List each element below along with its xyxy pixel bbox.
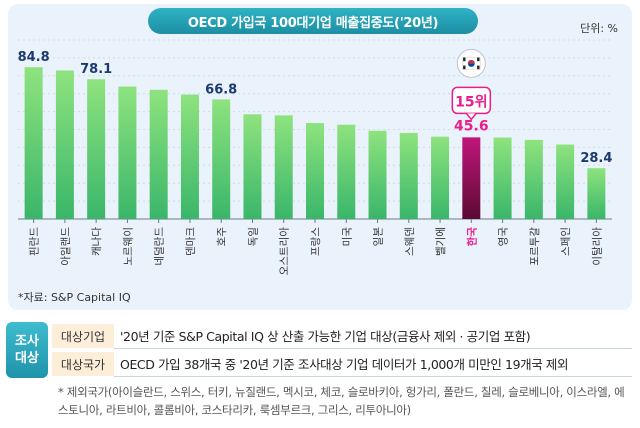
- bar-6: [212, 99, 231, 219]
- category-label: 아일랜드: [59, 227, 72, 266]
- category-label: 벨기에: [435, 227, 447, 256]
- bar-14: [462, 137, 481, 219]
- category-label: 이탈리아: [590, 227, 603, 266]
- source-note: *자료: S&P Capital IQ: [18, 291, 131, 304]
- bar-0: [24, 67, 43, 219]
- row-label-countries: 대상국가: [52, 352, 114, 376]
- bar-17: [556, 144, 575, 219]
- chart-title: OECD 가입국 100대기업 매출집중도('20년): [148, 8, 478, 34]
- bar-11: [368, 130, 387, 219]
- survey-box-line-1: 조사: [15, 334, 39, 349]
- data-label: 28.4: [580, 151, 612, 166]
- bar-3: [118, 86, 137, 219]
- row-label-companies: 대상기업: [52, 324, 114, 348]
- category-label: 미국: [341, 227, 353, 247]
- data-label: 78.1: [80, 62, 112, 77]
- excluded-countries-note: * 제외국가(아이슬란드, 스위스, 터키, 뉴질랜드, 멕시코, 체코, 슬로…: [58, 385, 625, 417]
- category-label: 한국: [465, 227, 478, 247]
- bar-15: [493, 137, 512, 219]
- data-label: 84.8: [18, 50, 50, 65]
- category-label: 스페인: [560, 227, 572, 256]
- category-label: 스웨덴: [404, 227, 416, 256]
- category-label: 노르웨이: [122, 227, 134, 266]
- bar-2: [87, 79, 106, 220]
- survey-target-box: 조사 대상: [6, 322, 48, 378]
- bar-7: [243, 114, 262, 219]
- unit-label: 단위: %: [580, 22, 618, 35]
- category-label: 네덜란드: [154, 227, 166, 266]
- category-label: 프랑스: [310, 227, 322, 256]
- rank-label: 15위: [455, 94, 487, 110]
- bar-16: [524, 139, 543, 219]
- category-label: 호주: [216, 227, 228, 247]
- category-label: 덴마크: [185, 227, 197, 256]
- category-label: 오스트리아: [279, 227, 291, 276]
- korea-flag-icon: [456, 48, 486, 78]
- survey-row-companies: 대상기업 '20년 기준 S&P Capital IQ 상 산출 가능한 기업 …: [52, 324, 632, 349]
- category-label: 캐나다: [91, 227, 103, 256]
- category-label: 영국: [498, 227, 510, 247]
- bar-4: [149, 89, 168, 220]
- row-text-countries: OECD 가입 38개국 중 '20년 기준 조사대상 기업 데이터가 1,00…: [114, 352, 632, 377]
- data-label: 45.6: [454, 118, 489, 134]
- bar-8: [274, 115, 293, 219]
- category-label: 포르투갈: [528, 227, 541, 266]
- bar-18: [587, 168, 606, 219]
- bar-12: [399, 132, 418, 219]
- bar-9: [306, 123, 324, 219]
- bar-chart: 84.8 78.1 66.8 45.6 28.4 핀란드 아일랜드 캐나다 노르웨이 네덜란드 덴…: [18, 39, 612, 276]
- bar-13: [431, 136, 450, 219]
- bar-10: [337, 124, 356, 219]
- category-label: 일본: [372, 227, 385, 247]
- survey-row-countries: 대상국가 OECD 가입 38개국 중 '20년 기준 조사대상 기업 데이터가…: [52, 352, 632, 377]
- category-label: 독일: [246, 227, 259, 246]
- category-label: 핀란드: [29, 227, 41, 256]
- rank-callout-pointer: [465, 112, 477, 121]
- data-label: 66.8: [205, 82, 237, 97]
- bar-5: [180, 94, 199, 219]
- row-text-companies: '20년 기준 S&P Capital IQ 상 산출 가능한 기업 대상(금융…: [114, 324, 632, 349]
- survey-box-line-2: 대상: [15, 351, 39, 366]
- bar-1: [55, 70, 74, 220]
